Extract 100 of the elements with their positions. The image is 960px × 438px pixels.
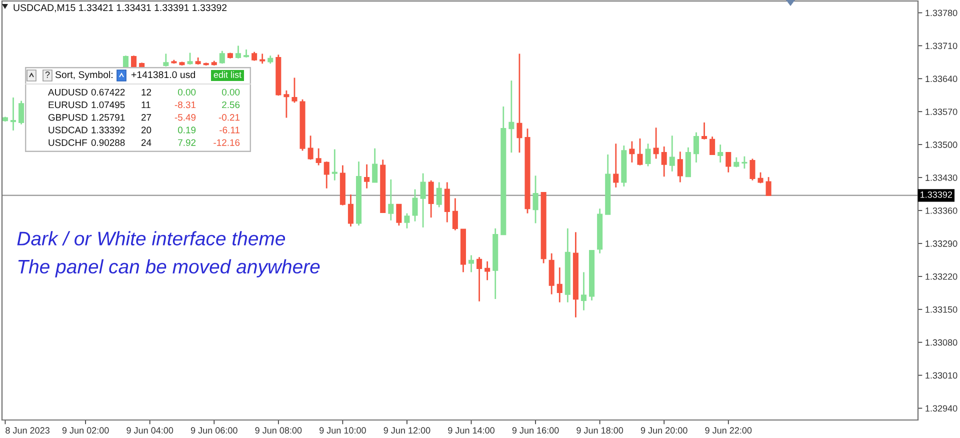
y-tick-label: 1.33430 <box>926 174 958 181</box>
annotation: edit list <box>214 71 242 78</box>
category-label: AUDUSD <box>48 88 88 96</box>
x-tick-label: 9 Jun 16:00 <box>512 427 559 434</box>
annotation: ? <box>45 72 50 78</box>
data-label: 7.92 <box>178 139 196 146</box>
y-tick-label: 1.33360 <box>926 207 958 214</box>
candlestick <box>444 182 450 223</box>
candlestick <box>452 198 458 231</box>
y-tick-label: 1.33010 <box>926 372 958 379</box>
ref-line-label: 1.33392 <box>920 191 952 198</box>
candlestick <box>532 174 538 224</box>
candlestick <box>332 148 338 182</box>
data-label: 0.90288 <box>91 139 125 146</box>
annotation: +141381.0 usd <box>131 70 195 78</box>
data-label: 20 <box>141 126 152 134</box>
x-tick-label: 9 Jun 12:00 <box>384 427 430 434</box>
candlestick <box>396 204 402 226</box>
candlestick <box>364 164 370 190</box>
x-tick-label: 9 Jun 10:00 <box>320 427 366 434</box>
data-label: -12.16 <box>214 139 240 146</box>
x-tick-label: 9 Jun 08:00 <box>255 427 302 434</box>
candlestick <box>284 90 290 118</box>
y-tick-label: 1.32940 <box>926 405 958 412</box>
candlestick <box>661 146 667 178</box>
annotation: The panel can be moved anywhere <box>18 259 320 278</box>
candlestick <box>613 142 619 188</box>
category-label: USDCAD <box>48 126 88 134</box>
y-tick-label: 1.33570 <box>926 108 958 115</box>
y-tick-label: 1.33150 <box>926 306 958 313</box>
x-tick-label: 9 Jun 06:00 <box>190 427 238 434</box>
candlestick <box>702 122 708 140</box>
y-tick-label: 1.33500 <box>926 142 958 148</box>
candlestick <box>436 182 442 208</box>
candlestick <box>766 176 772 197</box>
candlestick <box>292 77 298 104</box>
x-tick-label: 9 Jun 14:00 <box>448 427 494 434</box>
candlestick <box>508 80 514 154</box>
candlestick <box>348 194 354 228</box>
x-tick-label: 9 Jun 02:00 <box>62 427 109 434</box>
annotation: Dark / or White interface theme <box>17 231 286 246</box>
x-tick-label: 9 Jun 04:00 <box>126 427 174 434</box>
candlestick <box>420 172 426 228</box>
candlestick <box>122 54 129 68</box>
x-tick-label: 9 Jun 18:00 <box>576 427 624 434</box>
candlestick <box>637 138 643 166</box>
candlestick <box>235 45 241 60</box>
candlestick <box>372 148 378 183</box>
candlestick <box>316 148 322 166</box>
data-label: 1.07495 <box>92 101 125 108</box>
data-label: 0.00 <box>178 88 196 96</box>
candlestick <box>308 134 314 160</box>
candlestick <box>10 96 16 132</box>
data-label: 0.67422 <box>91 88 125 96</box>
x-tick-label: 8 Jun 2023 <box>6 427 50 434</box>
data-label: 27 <box>141 114 152 121</box>
candlestick <box>645 142 651 167</box>
candlestick <box>476 256 482 302</box>
candlestick <box>219 50 225 64</box>
candlestick <box>718 144 724 164</box>
text: Sort, Symbol: <box>55 70 112 80</box>
candlestick <box>131 54 137 68</box>
candlestick <box>324 160 330 190</box>
candlestick <box>726 152 732 174</box>
y-tick-label: 1.33290 <box>926 240 958 247</box>
candlestick <box>187 52 193 66</box>
data-label: 11 <box>142 102 150 108</box>
candlestick <box>653 126 659 160</box>
y-tick-label: 1.33710 <box>926 42 958 50</box>
x-tick-label: 9 Jun 20:00 <box>640 427 688 434</box>
data-label: 0.00 <box>222 88 240 96</box>
data-label: 1.33392 <box>92 126 125 134</box>
data-label: 1.25791 <box>92 114 125 121</box>
chart-title: USDCAD,M15 1.33421 1.33431 1.33391 1.33392 <box>14 4 227 12</box>
category-label: USDCHF <box>48 139 87 146</box>
candlestick <box>18 100 24 126</box>
candlestick <box>516 53 522 154</box>
candlestick <box>468 254 474 273</box>
candlestick <box>580 271 587 311</box>
y-tick-label: 1.33220 <box>926 273 958 280</box>
data-label: -0.21 <box>218 114 240 121</box>
candlestick <box>693 132 699 164</box>
candlestick <box>710 136 716 156</box>
candlestick <box>428 180 434 218</box>
candlestick <box>750 158 756 182</box>
candlestick <box>556 266 562 303</box>
candlestick <box>677 150 683 183</box>
data-label: 2.56 <box>222 101 240 108</box>
category-label: EURUSD <box>48 101 88 108</box>
candlestick <box>260 53 266 64</box>
candlestick <box>163 53 169 68</box>
data-label: -8.31 <box>174 101 196 108</box>
data-label: -6.11 <box>220 126 240 134</box>
candlestick <box>412 188 418 222</box>
candlestick <box>388 178 394 222</box>
x-tick-label: 9 Jun 22:00 <box>705 427 752 434</box>
candlestick <box>669 134 675 172</box>
candlestick <box>742 156 748 170</box>
y-tick-label: 1.33780 <box>926 10 958 16</box>
data-label: 12 <box>142 88 152 96</box>
